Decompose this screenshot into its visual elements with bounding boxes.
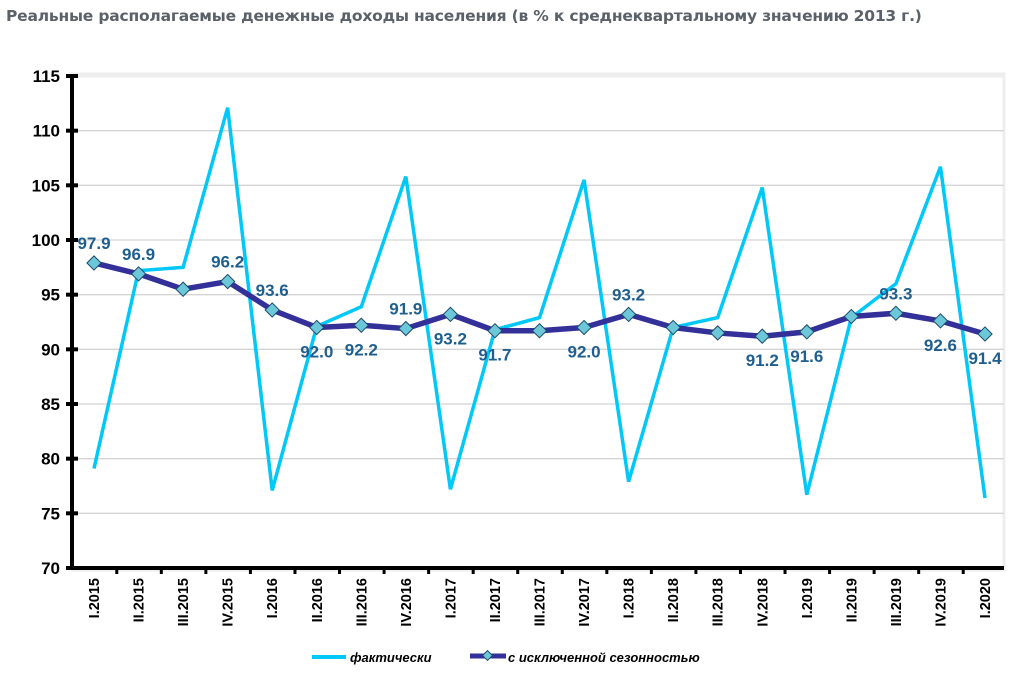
y-tick-label: 70: [41, 559, 60, 578]
data-point-marker: [531, 322, 548, 339]
data-point-marker: [175, 281, 191, 297]
x-tick-label: I.2020: [978, 578, 994, 618]
data-point-marker: [932, 313, 949, 329]
legend: фактически с исключенной сезонностью: [312, 649, 700, 665]
x-tick-label: IV.2017: [577, 578, 593, 627]
y-tick-label: 85: [41, 395, 60, 414]
x-tick-label: I.2017: [443, 578, 459, 618]
x-tick-label: I.2019: [800, 578, 816, 618]
data-point-marker: [843, 308, 860, 325]
legend-label-actual: фактически: [350, 650, 432, 665]
x-tick-label: IV.2018: [755, 578, 771, 627]
data-point-marker: [799, 324, 815, 340]
data-point-marker: [620, 306, 637, 323]
y-tick-label: 100: [32, 231, 60, 250]
data-label: 91.4: [968, 349, 1002, 368]
x-tick-label: II.2017: [488, 578, 504, 622]
data-label: 96.2: [211, 253, 244, 272]
data-point-marker: [977, 326, 993, 342]
y-tick-label: 110: [33, 122, 60, 141]
x-tick-label: I.2015: [87, 578, 103, 618]
y-tick-label: 80: [41, 450, 60, 469]
y-axis: 70 75 80 85 90 95 100 105 110 115: [32, 67, 78, 578]
y-tick-label: 75: [41, 504, 60, 523]
series-actual: [92, 107, 987, 499]
y-tick-label: 115: [33, 67, 60, 86]
data-point-marker: [576, 319, 592, 336]
x-tick-label: I.2016: [265, 578, 281, 618]
x-tick-label: IV.2019: [933, 578, 949, 627]
data-label: 93.2: [612, 285, 645, 304]
data-labels: 97.9 96.9 96.2 93.6 92.0 92.2 91.9 93.2 91.7 92.0…: [77, 234, 1002, 370]
x-axis: I.2015 II.2015 III.2015 IV.2015 I.2016 II.201…: [70, 566, 1004, 627]
data-label: 91.9: [389, 300, 422, 319]
data-point-marker: [86, 255, 102, 271]
data-label: 91.7: [478, 346, 511, 365]
series-seasonally-adjusted: [86, 255, 993, 344]
x-tick-label: IV.2016: [399, 578, 415, 627]
x-tick-label: III.2018: [711, 578, 727, 626]
data-label: 96.9: [122, 245, 155, 264]
data-label: 92.2: [345, 340, 378, 359]
series-line-actual: [92, 107, 987, 499]
data-point-marker: [487, 322, 503, 339]
data-label: 92.6: [924, 336, 957, 355]
plot-area-frame: [70, 72, 1006, 572]
x-tick-label: II.2019: [844, 578, 860, 622]
data-label: 93.3: [879, 284, 912, 303]
x-tick-label: I.2018: [622, 578, 638, 618]
y-tick-label: 95: [41, 286, 60, 305]
data-label: 93.2: [434, 329, 467, 348]
x-tick-label: IV.2015: [221, 578, 237, 627]
x-tick-label: III.2015: [176, 578, 192, 626]
data-label: 91.6: [790, 347, 823, 366]
data-point-marker: [130, 266, 147, 282]
data-point-marker: [754, 328, 771, 344]
x-tick-label: III.2019: [889, 578, 905, 626]
data-label: 92.0: [300, 342, 333, 361]
data-point-marker: [398, 320, 414, 337]
data-point-marker: [264, 302, 280, 318]
data-point-marker: [665, 319, 681, 336]
data-point-marker: [308, 319, 325, 336]
data-point-marker: [442, 306, 459, 323]
data-label: 93.6: [256, 281, 289, 300]
gridlines: [72, 74, 1004, 514]
data-point-marker: [709, 325, 726, 341]
legend-label-adjusted: с исключенной сезонностью: [508, 650, 700, 665]
x-tick-label: II.2016: [310, 578, 326, 622]
x-tick-label: III.2016: [354, 578, 370, 626]
y-tick-label: 105: [32, 176, 60, 195]
data-label: 92.0: [568, 342, 601, 361]
data-point-marker: [888, 305, 904, 322]
data-label: 97.9: [77, 234, 110, 253]
chart-title: Реальные располагаемые денежные доходы н…: [6, 7, 922, 25]
x-tick-label: II.2018: [666, 578, 682, 622]
x-tick-label: II.2015: [132, 578, 148, 622]
x-tick-label: III.2017: [533, 578, 549, 626]
legend-marker-adjusted: [481, 649, 494, 662]
data-point-marker: [353, 317, 370, 334]
data-point-marker: [219, 273, 236, 290]
y-tick-label: 90: [41, 340, 60, 359]
data-label: 91.2: [746, 351, 779, 370]
